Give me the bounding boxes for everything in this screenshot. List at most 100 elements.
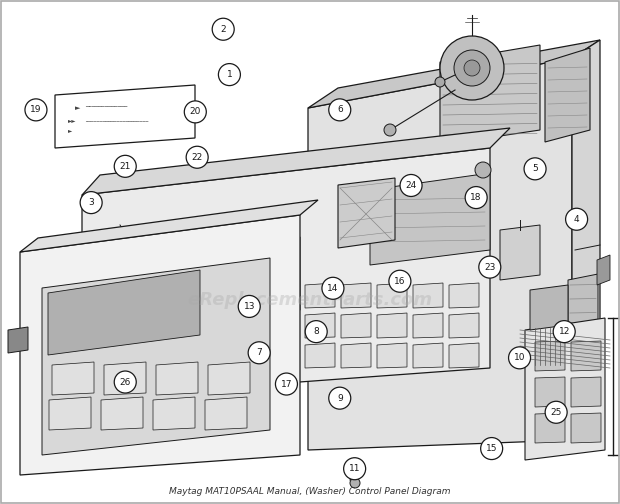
Text: ►: ► [75,105,81,111]
Circle shape [25,99,47,121]
Circle shape [400,174,422,197]
Circle shape [248,342,270,364]
Circle shape [524,158,546,180]
Text: 14: 14 [327,284,339,293]
Circle shape [454,50,490,86]
Polygon shape [530,285,568,330]
Circle shape [184,101,206,123]
Polygon shape [413,343,443,368]
Text: 12: 12 [559,327,570,336]
Text: 15: 15 [486,444,497,453]
Polygon shape [20,200,318,252]
Polygon shape [370,173,490,265]
Circle shape [435,77,445,87]
Polygon shape [101,397,143,430]
Text: 20: 20 [190,107,201,116]
Polygon shape [205,397,247,430]
Polygon shape [545,48,590,142]
Polygon shape [82,128,510,195]
Polygon shape [449,313,479,338]
Text: 22: 22 [192,153,203,162]
Polygon shape [377,343,407,368]
Text: 3: 3 [88,198,94,207]
Text: 7: 7 [256,348,262,357]
Polygon shape [153,397,195,430]
Circle shape [305,321,327,343]
Polygon shape [305,283,335,308]
Circle shape [343,458,366,480]
Polygon shape [597,255,610,285]
Circle shape [186,146,208,168]
Polygon shape [413,313,443,338]
Polygon shape [42,258,270,455]
Polygon shape [377,313,407,338]
Circle shape [329,387,351,409]
Text: 10: 10 [514,353,525,362]
Polygon shape [208,362,250,395]
Circle shape [464,60,480,76]
Polygon shape [8,327,28,353]
Polygon shape [500,225,540,280]
Polygon shape [308,58,572,450]
Polygon shape [571,413,601,443]
Text: 16: 16 [394,277,405,286]
Text: Maytag MAT10PSAAL Manual, (Washer) Control Panel Diagram: Maytag MAT10PSAAL Manual, (Washer) Contr… [169,487,451,496]
Text: 6: 6 [337,105,343,114]
Text: 11: 11 [349,464,360,473]
Text: 18: 18 [471,193,482,202]
Circle shape [389,270,411,292]
Polygon shape [341,283,371,308]
Polygon shape [449,283,479,308]
Polygon shape [305,313,335,338]
Text: 13: 13 [244,302,255,311]
Text: ─────────────: ───────────── [85,105,127,110]
Text: ►►: ►► [68,118,76,123]
Polygon shape [449,343,479,368]
Text: 4: 4 [574,215,580,224]
Text: 25: 25 [551,408,562,417]
Circle shape [275,373,298,395]
Polygon shape [571,377,601,407]
Text: 5: 5 [532,164,538,173]
Polygon shape [568,274,598,355]
Text: 9: 9 [337,394,343,403]
Circle shape [350,478,360,488]
Circle shape [114,155,136,177]
Polygon shape [535,341,565,371]
Circle shape [545,401,567,423]
Text: 8: 8 [313,327,319,336]
Polygon shape [377,283,407,308]
Circle shape [163,290,207,334]
Polygon shape [52,362,94,395]
Polygon shape [440,45,540,145]
Polygon shape [305,343,335,368]
Polygon shape [308,40,600,108]
Polygon shape [156,362,198,395]
Text: 19: 19 [30,105,42,114]
Circle shape [508,347,531,369]
Polygon shape [48,270,200,355]
Polygon shape [104,362,146,395]
Polygon shape [49,397,91,430]
Text: 26: 26 [120,377,131,387]
Text: eReplacementParts.com: eReplacementParts.com [187,291,433,309]
Polygon shape [341,343,371,368]
Circle shape [124,251,132,259]
Text: 21: 21 [120,162,131,171]
Circle shape [384,124,396,136]
Text: 17: 17 [281,380,292,389]
Circle shape [238,295,260,318]
Text: ──────────────────────: ────────────────────── [85,118,148,123]
Circle shape [322,277,344,299]
Polygon shape [55,85,195,148]
Text: 23: 23 [484,263,495,272]
Polygon shape [155,237,300,328]
Circle shape [465,186,487,209]
Polygon shape [525,318,605,460]
Circle shape [173,300,197,324]
Circle shape [565,208,588,230]
Circle shape [553,321,575,343]
Polygon shape [535,413,565,443]
Circle shape [480,437,503,460]
Polygon shape [571,341,601,371]
